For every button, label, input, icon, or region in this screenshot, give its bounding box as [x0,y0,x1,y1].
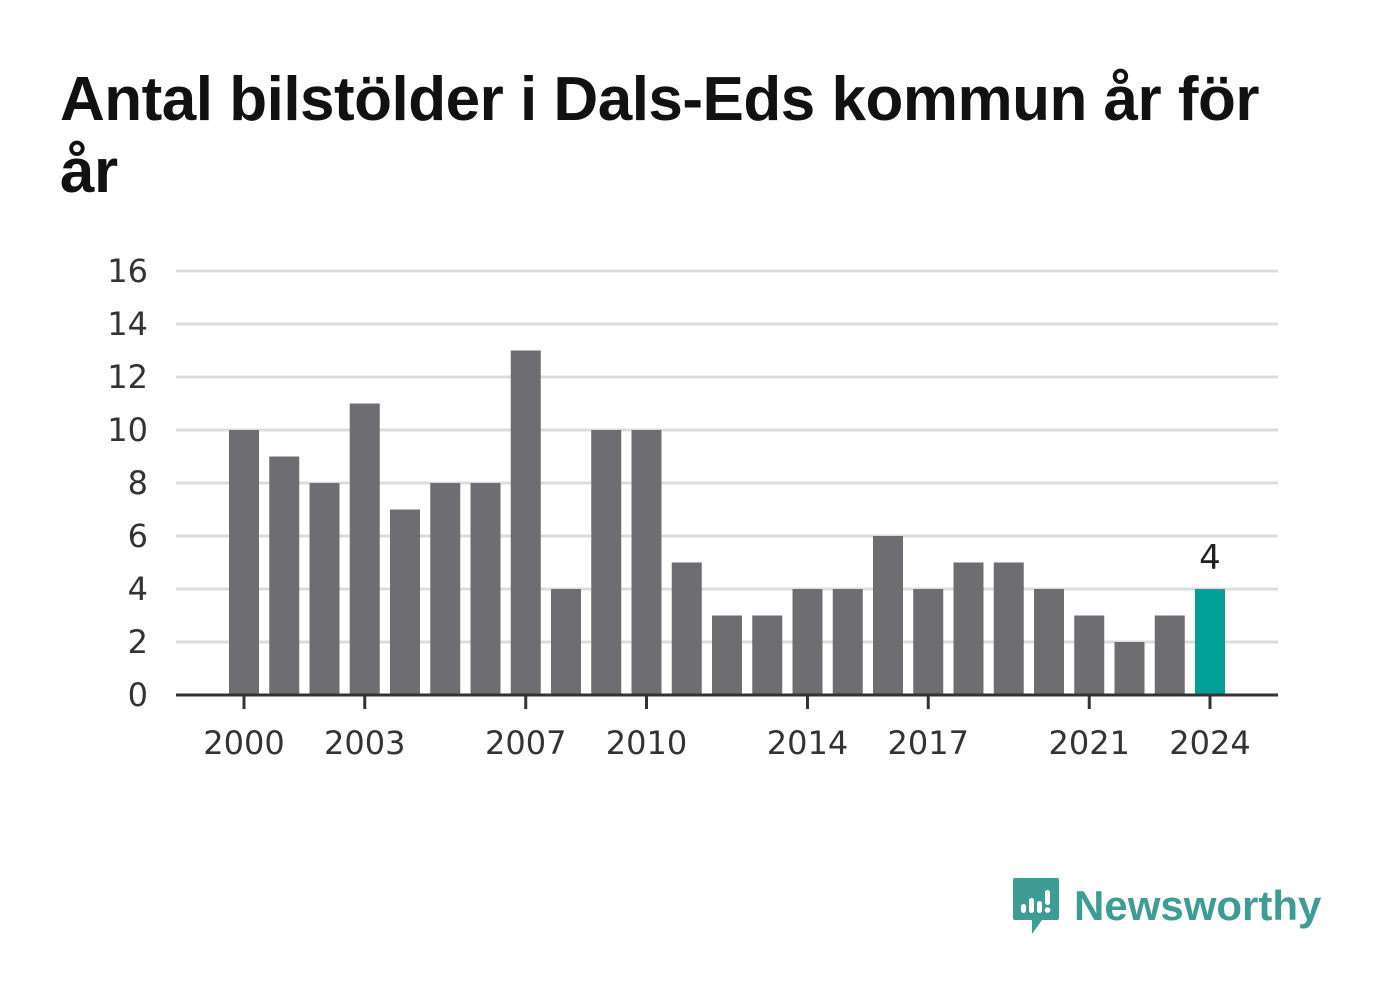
bar-2011 [671,562,702,695]
x-tick-label: 2024 [1169,724,1250,762]
data-label-2024: 4 [1199,538,1221,578]
brand-logo: Newsworthy [1010,876,1321,936]
x-tick-label: 2000 [203,724,284,762]
bar-2020 [1034,589,1064,695]
bar-2015 [832,589,863,695]
y-tick-label: 2 [128,623,148,661]
gridlines [176,269,1278,644]
brand-name: Newsworthy [1074,882,1322,929]
y-tick-label: 6 [128,517,148,555]
bar-2016 [873,536,903,695]
bar-2010 [631,430,662,695]
x-tick-label: 2014 [767,724,848,762]
bar-2022 [1114,642,1145,695]
bar-2001 [269,456,300,695]
bar-2021 [1074,615,1105,695]
bar-2005 [430,483,461,695]
newsworthy-logo-icon [1013,878,1059,934]
y-tick-label: 14 [107,305,148,343]
y-tick-label: 10 [107,411,148,449]
y-tick-label: 16 [107,252,148,290]
bar-2004 [390,509,420,695]
bar-2003 [349,403,380,695]
bar-2007 [510,350,541,695]
bar-2014 [792,589,823,695]
x-tick-label: 2007 [485,724,566,762]
bar-2024 [1195,589,1225,695]
y-tick-label: 12 [107,358,148,396]
labels: 0 2 4 6 8 10 12 14 16 4 2000 2003 2007 2010 2014 2017 20… [107,252,1250,762]
y-tick-label: 8 [128,464,148,502]
y-tick-label: 4 [128,570,148,608]
bar-2023 [1154,615,1185,695]
chart-title: Antal bilstölder i Dals-Eds kommun år fö… [60,65,1260,206]
x-axis [176,693,1278,709]
bar-2018 [953,562,984,695]
bar-2002 [309,483,340,695]
x-tick-label: 2010 [606,724,687,762]
bar-2017 [913,589,944,695]
y-tick-label: 0 [128,676,148,714]
x-tick-label: 2003 [324,724,405,762]
bar-2008 [551,589,581,695]
x-tick-label: 2017 [888,724,969,762]
bar-2006 [470,483,501,695]
bar-2013 [752,615,783,695]
x-tick-label: 2021 [1049,724,1130,762]
bars [229,350,1225,695]
bar-2019 [993,562,1024,695]
bar-2000 [229,430,259,695]
bar-2009 [591,430,622,695]
bar-2012 [712,615,742,695]
